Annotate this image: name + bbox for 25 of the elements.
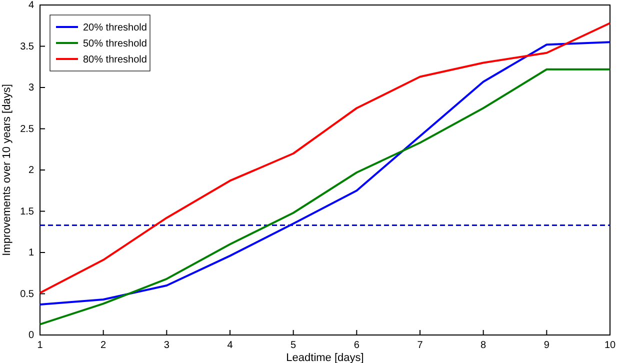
line-series xyxy=(39,68,611,326)
x-tick-label: 8 xyxy=(480,340,487,352)
y-tick-label: 2 xyxy=(28,165,34,176)
y-tick-label: 0.5 xyxy=(20,288,34,300)
x-tick-label: 1 xyxy=(37,340,44,352)
y-tick-label: 2.5 xyxy=(20,124,34,135)
x-tick-label: 9 xyxy=(544,340,550,352)
y-axis-title: Improvements over 10 years [days] xyxy=(1,84,13,256)
x-tick-label: 4 xyxy=(227,340,234,352)
y-tick-label: 4 xyxy=(28,0,34,12)
x-tick-label: 7 xyxy=(417,340,424,352)
x-tick-label: 3 xyxy=(164,340,170,352)
y-tick-label: 1.5 xyxy=(20,206,34,218)
y-tick-label: 1 xyxy=(28,248,34,259)
y-tick-label: 0 xyxy=(28,330,34,342)
x-tick-label: 6 xyxy=(354,340,360,352)
y-tick-label: 3.5 xyxy=(20,41,34,52)
x-axis-title: Leadtime [days] xyxy=(286,352,364,363)
legend-label: 80% threshold xyxy=(83,54,147,66)
x-tick-label: 5 xyxy=(290,340,297,352)
legend-label: 20% threshold xyxy=(83,22,147,34)
x-tick-label: 2 xyxy=(100,340,107,352)
x-tick-label: 10 xyxy=(604,340,616,352)
y-tick-label: 3 xyxy=(28,82,34,94)
legend-label: 50% threshold xyxy=(83,38,147,50)
